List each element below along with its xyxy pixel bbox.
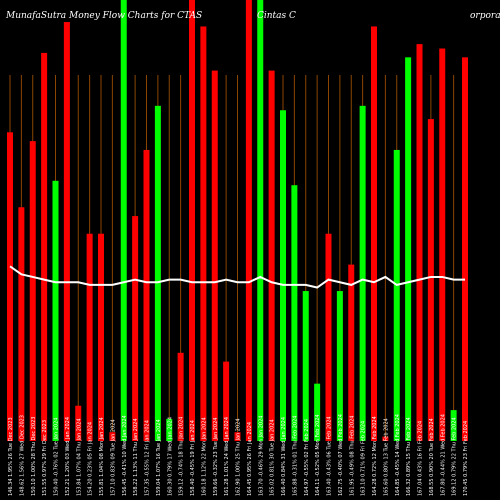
x-tick-label: 164.28 0.72% 12 Mon Feb 2024 <box>372 416 378 496</box>
x-tick-label: 148.62 1.56% 27 Wed Dec 2023 <box>19 415 25 496</box>
x-tick-label: 162.75 -0.40% 07 Wed Feb 2024 <box>338 414 344 496</box>
x-tick-label: 159.66 -0.32% 23 Tue Jan 2024 <box>213 418 219 496</box>
x-tick-label: 157.35 -0.55% 12 Fri Jan 2024 <box>145 420 151 496</box>
x-tick-label: 151.55 0.97% 29 Fri Dec 2023 <box>42 420 48 496</box>
x-tick-label: 165.02 0.81% 30 Tue Jan 2024 <box>270 419 276 496</box>
bar <box>302 291 309 441</box>
x-tick-label: 159.12 -0.74% 18 Thu Jan 2024 <box>179 417 185 496</box>
x-tick-label: 161.95 -0.49% 08 Thu Feb 2024 <box>349 416 355 496</box>
x-tick-label: 164.97 -0.55% 02 Fri Feb 2024 <box>304 419 310 496</box>
chart-title: MunafaSutra Money Flow Charts for CTAS <box>5 11 202 21</box>
x-tick-label: 150.10 1.00% 28 Thu Dec 2023 <box>31 417 37 496</box>
bar <box>393 149 400 441</box>
bar <box>416 44 423 441</box>
x-tick-label: 160.18 1.12% 22 Mon Jan 2024 <box>201 417 207 496</box>
bar <box>450 410 457 441</box>
index-line <box>9 265 465 289</box>
x-tick-label: 163.70 -0.46% 29 Mon Jan 2024 <box>258 416 264 496</box>
bar <box>143 149 150 441</box>
bar <box>120 0 127 441</box>
x-tick-label: 167.04 0.43% 16 Fri Feb 2024 <box>418 421 424 496</box>
bar <box>211 70 218 441</box>
bar <box>382 436 389 441</box>
bar <box>7 132 13 442</box>
bar <box>257 0 264 441</box>
bar <box>98 233 104 441</box>
chart-title-suffix: orporation <box>470 11 500 21</box>
x-tick-label: 163.40 -0.43% 06 Tue Feb 2024 <box>327 416 333 496</box>
bar <box>75 405 82 441</box>
bar <box>223 361 230 441</box>
x-tick-label: 155.81 1.04% 08 Mon Jan 2024 <box>99 417 105 496</box>
bar <box>63 22 70 442</box>
bar <box>132 216 139 441</box>
x-tick-label: 160.30 0.79% 17 Wed Jan 2024 <box>167 417 173 496</box>
x-tick-label: 154.20 0.23% 05 Fri Jan 2024 <box>88 422 94 496</box>
x-tick-label: 162.90 1.00% 25 Thu Jan 2024 <box>236 418 242 496</box>
x-tick-label: 163.10 0.71% 09 Fri Feb 2024 <box>361 421 367 496</box>
bar <box>200 26 207 442</box>
bar <box>359 105 366 441</box>
x-tick-label: 170.45 0.79% 23 Fri Feb 2024 <box>463 421 469 496</box>
x-tick-label: 157.10 0.83% 09 Tue Jan 2024 <box>110 419 116 496</box>
bar <box>177 352 184 441</box>
chart-title-company: Cintas C <box>257 11 296 21</box>
x-tick-label: 146.34 1.95% 26 Tue Dec 2023 <box>8 417 14 496</box>
x-tick-label: 164.85 -0.45% 14 Wed Feb 2024 <box>395 414 401 496</box>
bar <box>41 52 48 442</box>
bar <box>154 105 161 441</box>
x-tick-label: 152.21 1.20% 03 Wed Jan 2024 <box>65 417 71 496</box>
bar <box>371 26 377 442</box>
bar <box>29 141 36 441</box>
bar <box>18 207 25 441</box>
x-tick-label: 156.45 -0.41% 10 Wed Jan 2024 <box>122 415 128 496</box>
bar <box>291 185 298 441</box>
x-tick-label: 150.40 -0.76% 02 Tue Jan 2024 <box>54 418 60 496</box>
bar <box>405 57 412 442</box>
x-tick-labels: 146.34 1.95% 26 Tue Dec 2023 148.62 1.56%… <box>8 414 469 496</box>
x-tick-label: 169.12 0.79% 22 Thu Feb 2024 <box>452 417 458 496</box>
x-tick-label: 168.55 0.90% 20 Tue Feb 2024 <box>429 418 435 496</box>
x-tick-label: 167.80 -0.44% 21 Wed Feb 2024 <box>440 414 446 496</box>
bar <box>325 233 332 441</box>
index-line-path <box>9 265 465 289</box>
bar <box>52 180 59 441</box>
x-tick-label: 153.84 1.07% 04 Thu Jan 2024 <box>76 418 82 496</box>
bar <box>348 264 355 441</box>
bar <box>280 110 286 441</box>
bar <box>189 0 195 441</box>
x-tick-label: 164.45 0.95% 26 Fri Jan 2024 <box>247 422 253 496</box>
bar <box>234 432 241 441</box>
x-tick-label: 158.22 1.13% 11 Thu Jan 2024 <box>133 418 139 496</box>
x-tick-label: 166.40 0.84% 31 Wed Jan 2024 <box>281 417 287 496</box>
x-tick-label: 166.32 0.89% 15 Thu Feb 2024 <box>406 417 412 496</box>
x-tick-label: 164.11 -0.52% 05 Mon Feb 2024 <box>315 414 321 496</box>
x-tick-label: 161.28 1.01% 24 Wed Jan 2024 <box>224 417 230 496</box>
x-tick-label: 158.40 -0.45% 19 Fri Jan 2024 <box>190 420 196 496</box>
bar <box>427 119 434 441</box>
bar <box>268 70 275 441</box>
bar <box>462 57 468 442</box>
bars <box>7 0 468 442</box>
bar <box>86 233 93 441</box>
x-tick-label: 165.88 -0.31% 01 Thu Feb 2024 <box>292 416 298 496</box>
bar <box>166 418 173 441</box>
bar <box>439 48 446 441</box>
bar <box>245 0 252 441</box>
bar <box>314 383 321 441</box>
x-tick-label: 159.04 1.07% 16 Tue Jan 2024 <box>156 419 162 496</box>
x-tick-label: 165.60 0.80% 13 Tue Feb 2024 <box>383 418 389 496</box>
bar <box>336 291 343 441</box>
bar <box>109 432 116 441</box>
